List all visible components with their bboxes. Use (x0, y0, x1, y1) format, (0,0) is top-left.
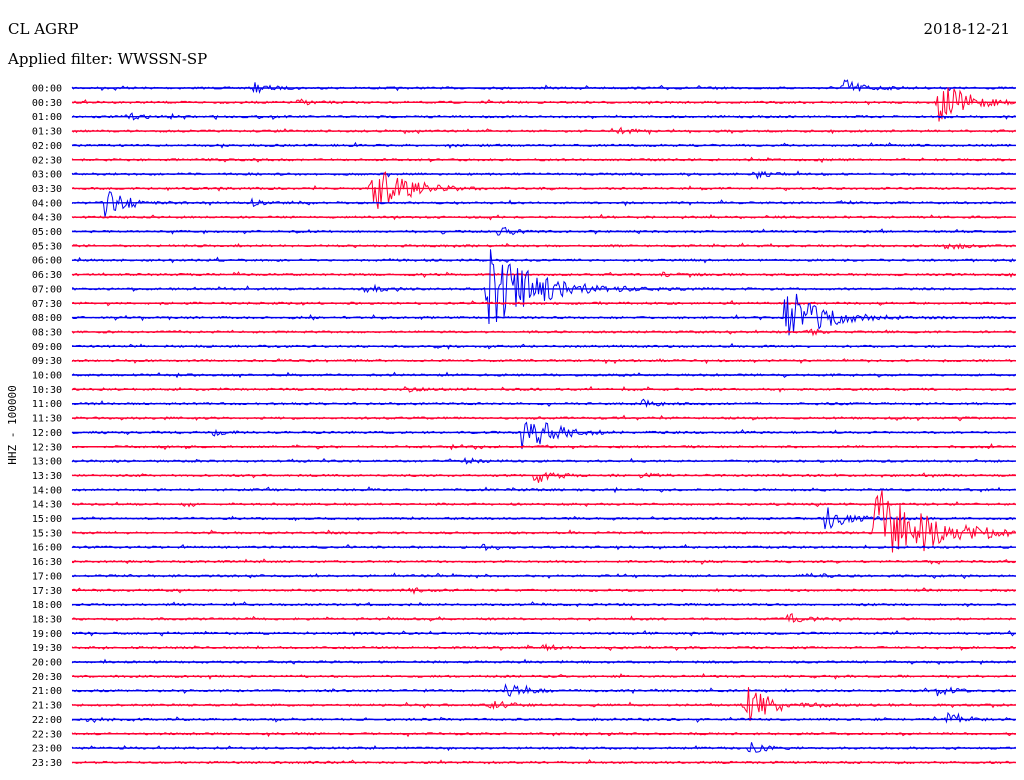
time-tick-label: 22:00 (32, 715, 62, 726)
time-tick-label: 13:30 (32, 471, 62, 482)
y-axis-label: HHZ - 100000 (6, 385, 19, 464)
time-tick-label: 02:00 (32, 141, 62, 152)
time-tick-label: 20:30 (32, 672, 62, 683)
time-tick-label: 16:00 (32, 543, 62, 554)
time-tick-label: 06:30 (32, 270, 62, 281)
time-tick-label: 00:30 (32, 98, 62, 109)
trace-line (72, 687, 1016, 721)
time-tick-label: 05:30 (32, 241, 62, 252)
time-tick-label: 21:00 (32, 686, 62, 697)
time-tick-label: 15:00 (32, 514, 62, 525)
trace-line (72, 192, 1016, 217)
time-tick-label: 11:30 (32, 414, 62, 425)
time-tick-label: 17:00 (32, 571, 62, 582)
time-tick-label: 18:00 (32, 600, 62, 611)
time-tick-label: 14:00 (32, 485, 62, 496)
time-tick-label: 20:00 (32, 658, 62, 669)
time-tick-label: 09:30 (32, 356, 62, 367)
time-tick-label: 05:00 (32, 227, 62, 238)
time-tick-label: 11:00 (32, 399, 62, 410)
time-tick-label: 18:30 (32, 614, 62, 625)
time-tick-label: 01:30 (32, 127, 62, 138)
time-tick-label: 16:30 (32, 557, 62, 568)
time-tick-label: 17:30 (32, 586, 62, 597)
time-tick-label: 04:00 (32, 198, 62, 209)
time-tick-label: 06:00 (32, 256, 62, 267)
time-tick-label: 21:30 (32, 701, 62, 712)
trace-line (72, 399, 1016, 406)
time-tick-label: 03:00 (32, 170, 62, 181)
time-tick-label: 09:00 (32, 342, 62, 353)
time-tick-label: 07:30 (32, 299, 62, 310)
trace-line (72, 294, 1016, 335)
time-tick-label: 03:30 (32, 184, 62, 195)
time-tick-label: 08:30 (32, 327, 62, 338)
trace-line (72, 80, 1016, 92)
time-tick-label: 19:00 (32, 629, 62, 640)
time-tick-label: 19:30 (32, 643, 62, 654)
time-tick-label: 07:00 (32, 284, 62, 295)
time-tick-label: 23:00 (32, 744, 62, 755)
time-tick-label: 08:00 (32, 313, 62, 324)
trace-group (72, 80, 1016, 764)
trace-line (72, 490, 1016, 552)
time-tick-label: 12:00 (32, 428, 62, 439)
time-label-group: 00:00 00:30 01:00 01:30 02:00 02:30 03:00 03:30… (32, 84, 62, 769)
trace-line (72, 473, 1016, 483)
time-tick-label: 10:00 (32, 371, 62, 382)
time-tick-label: 02:30 (32, 155, 62, 166)
time-tick-label: 12:30 (32, 442, 62, 453)
time-tick-label: 00:00 (32, 84, 62, 95)
time-tick-label: 04:30 (32, 213, 62, 224)
time-tick-label: 01:00 (32, 112, 62, 123)
trace-line (72, 614, 1016, 622)
time-tick-label: 13:00 (32, 457, 62, 468)
time-tick-label: 23:30 (32, 758, 62, 769)
time-tick-label: 22:30 (32, 729, 62, 740)
time-tick-label: 15:30 (32, 528, 62, 539)
time-tick-label: 10:30 (32, 385, 62, 396)
trace-line (72, 423, 1016, 450)
trace-line (72, 713, 1016, 722)
trace-line (72, 742, 1016, 752)
time-tick-label: 14:30 (32, 500, 62, 511)
